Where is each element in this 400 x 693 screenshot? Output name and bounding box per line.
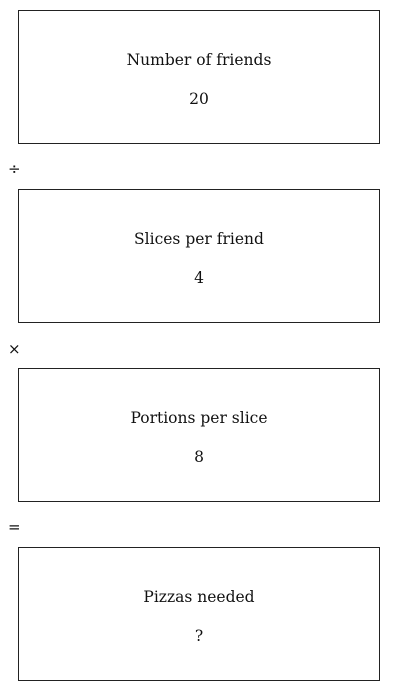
step-box-portions-per-slice: Portions per slice 8 xyxy=(18,368,380,502)
step-box-pizzas-needed: Pizzas needed ? xyxy=(18,547,380,681)
step-box-number-of-friends: Number of friends 20 xyxy=(18,10,380,144)
step-box-slices-per-friend: Slices per friend 4 xyxy=(18,189,380,323)
step-label: Pizzas needed xyxy=(143,588,255,606)
step-value: 8 xyxy=(194,448,204,466)
step-label: Portions per slice xyxy=(130,409,268,427)
step-label: Number of friends xyxy=(126,51,272,69)
step-label: Slices per friend xyxy=(134,230,264,248)
divide-operator: ÷ xyxy=(8,160,21,178)
step-value: ? xyxy=(194,627,204,645)
multiply-operator: × xyxy=(8,340,21,358)
step-value: 4 xyxy=(194,269,204,287)
equals-operator: = xyxy=(8,518,21,536)
step-value: 20 xyxy=(189,90,209,108)
